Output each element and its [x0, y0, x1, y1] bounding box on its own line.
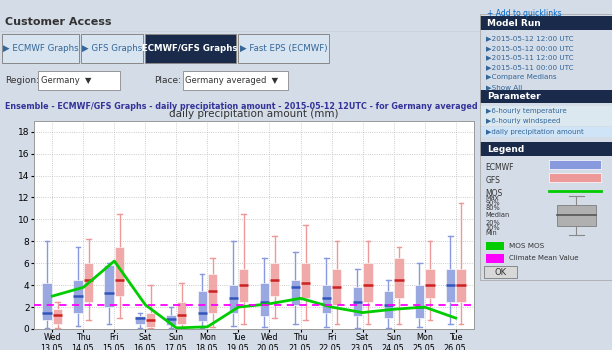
- Bar: [363, 263, 373, 302]
- Title: daily precipitation amount (mm): daily precipitation amount (mm): [170, 108, 338, 119]
- Text: ▶2015-05-11 00:00 UTC: ▶2015-05-11 00:00 UTC: [486, 64, 573, 70]
- Text: ▶2015-05-11 12:00 UTC: ▶2015-05-11 12:00 UTC: [486, 55, 573, 61]
- Text: ▶Show All: ▶Show All: [486, 84, 522, 90]
- Text: ▶ ECMWF Graphs: ▶ ECMWF Graphs: [3, 44, 79, 53]
- Text: ▶2015-05-12 00:00 UTC: ▶2015-05-12 00:00 UTC: [486, 45, 573, 51]
- Bar: [115, 247, 124, 296]
- Bar: [425, 269, 435, 298]
- Text: Germany averaged  ▼: Germany averaged ▼: [185, 76, 278, 85]
- Bar: [291, 280, 300, 305]
- Bar: [39, 71, 120, 90]
- Bar: [84, 263, 93, 302]
- Bar: [239, 269, 248, 302]
- Bar: [198, 290, 207, 321]
- Bar: [53, 309, 62, 323]
- Text: ▶ Fast EPS (ECMWF): ▶ Fast EPS (ECMWF): [240, 44, 327, 53]
- Text: ▶6-hourly temperature: ▶6-hourly temperature: [486, 108, 566, 114]
- Bar: [549, 173, 602, 182]
- Bar: [446, 269, 455, 302]
- Text: Legend: Legend: [487, 145, 524, 154]
- Bar: [457, 269, 466, 302]
- Text: Region:: Region:: [5, 76, 39, 85]
- Bar: [238, 34, 329, 63]
- Text: ▶6-hourly windspeed: ▶6-hourly windspeed: [486, 118, 560, 124]
- Text: Ensemble - ECMWF/GFS Graphs - daily precipitation amount - 2015-05-12 12UTC - fo: Ensemble - ECMWF/GFS Graphs - daily prec…: [5, 102, 477, 111]
- Bar: [105, 265, 114, 307]
- Text: ▶daily precipitation amount: ▶daily precipitation amount: [486, 129, 583, 135]
- Bar: [480, 16, 612, 30]
- Bar: [484, 266, 517, 278]
- Bar: [2, 34, 80, 63]
- Text: 20%: 20%: [486, 220, 501, 226]
- Bar: [73, 280, 83, 313]
- Text: 80%: 80%: [486, 205, 501, 211]
- Text: Climate Mean Value: Climate Mean Value: [509, 255, 579, 261]
- Bar: [486, 254, 504, 262]
- Text: 10%: 10%: [486, 224, 500, 231]
- Bar: [135, 316, 145, 323]
- Text: Median: Median: [486, 212, 510, 218]
- Text: ECMWF: ECMWF: [486, 163, 514, 172]
- Bar: [270, 263, 280, 296]
- Bar: [322, 285, 331, 313]
- Bar: [166, 315, 176, 324]
- Text: ▶2015-05-12 12:00 UTC: ▶2015-05-12 12:00 UTC: [486, 35, 573, 41]
- Bar: [480, 106, 612, 116]
- Text: Parameter: Parameter: [487, 92, 540, 101]
- Text: 90%: 90%: [486, 200, 500, 206]
- Text: Max: Max: [486, 195, 499, 201]
- Text: ▶ GFS Graphs: ▶ GFS Graphs: [82, 44, 142, 53]
- Bar: [81, 34, 143, 63]
- Bar: [486, 241, 504, 250]
- Bar: [332, 269, 341, 305]
- Bar: [144, 34, 236, 63]
- Text: Germany  ▼: Germany ▼: [41, 76, 91, 85]
- Bar: [557, 205, 596, 226]
- Bar: [415, 285, 424, 318]
- Bar: [259, 283, 269, 316]
- Text: MOS: MOS: [486, 189, 503, 198]
- Bar: [353, 287, 362, 316]
- Bar: [480, 90, 612, 103]
- Bar: [228, 285, 238, 313]
- Text: + Add to quicklinks: + Add to quicklinks: [487, 9, 562, 18]
- Bar: [42, 283, 51, 320]
- Bar: [146, 313, 155, 327]
- Bar: [182, 71, 288, 90]
- Bar: [208, 274, 217, 313]
- Bar: [301, 263, 310, 298]
- Text: Place:: Place:: [154, 76, 181, 85]
- Text: OK: OK: [494, 268, 507, 277]
- Text: MOS MOS: MOS MOS: [509, 243, 545, 249]
- Text: Min: Min: [486, 230, 498, 236]
- Text: ▶Compare Medians: ▶Compare Medians: [486, 74, 556, 80]
- Bar: [480, 127, 612, 136]
- Text: ECMWF/GFS Graphs: ECMWF/GFS Graphs: [143, 44, 238, 53]
- Text: Customer Access: Customer Access: [5, 17, 111, 27]
- Bar: [384, 290, 393, 318]
- Bar: [177, 302, 186, 323]
- Bar: [394, 258, 403, 298]
- Bar: [549, 160, 602, 169]
- Text: GFS: GFS: [486, 176, 501, 185]
- Bar: [480, 116, 612, 126]
- Text: Model Run: Model Run: [487, 19, 541, 28]
- Bar: [480, 142, 612, 156]
